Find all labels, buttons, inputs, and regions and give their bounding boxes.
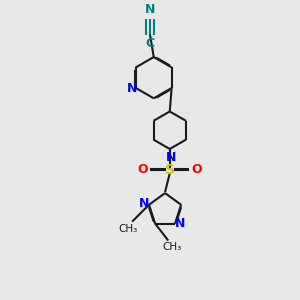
Text: O: O: [137, 163, 148, 176]
Text: N: N: [139, 197, 149, 210]
Text: CH₃: CH₃: [162, 242, 182, 252]
Text: CH₃: CH₃: [119, 224, 138, 233]
Text: N: N: [166, 151, 176, 164]
Text: S: S: [165, 163, 175, 177]
Text: N: N: [145, 3, 155, 16]
Text: C: C: [146, 38, 154, 50]
Text: N: N: [175, 217, 185, 230]
Text: N: N: [127, 82, 137, 94]
Text: O: O: [192, 163, 202, 176]
